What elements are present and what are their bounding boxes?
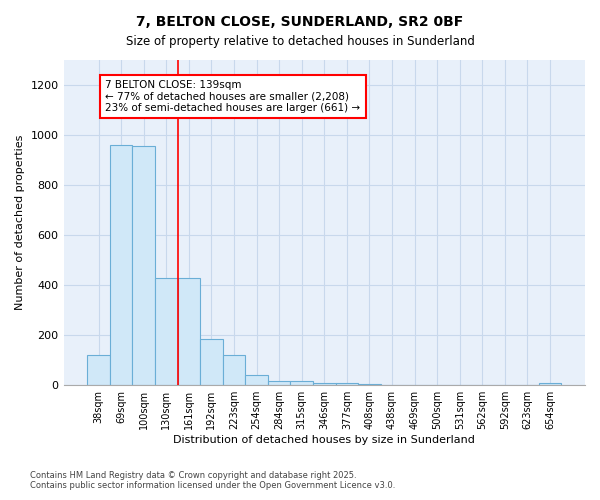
Bar	[178, 278, 200, 385]
Bar	[290, 380, 313, 385]
Bar	[245, 375, 268, 385]
Bar	[223, 355, 245, 385]
Bar	[335, 382, 358, 385]
Text: Size of property relative to detached houses in Sunderland: Size of property relative to detached ho…	[125, 35, 475, 48]
Bar	[87, 355, 110, 385]
Bar	[313, 382, 335, 385]
Bar	[200, 339, 223, 385]
Bar	[110, 145, 133, 385]
Bar	[358, 384, 381, 385]
Text: 7 BELTON CLOSE: 139sqm
← 77% of detached houses are smaller (2,208)
23% of semi-: 7 BELTON CLOSE: 139sqm ← 77% of detached…	[106, 80, 361, 113]
Bar	[155, 278, 178, 385]
Bar	[133, 146, 155, 385]
Text: Contains HM Land Registry data © Crown copyright and database right 2025.
Contai: Contains HM Land Registry data © Crown c…	[30, 470, 395, 490]
Bar	[268, 380, 290, 385]
X-axis label: Distribution of detached houses by size in Sunderland: Distribution of detached houses by size …	[173, 435, 475, 445]
Text: 7, BELTON CLOSE, SUNDERLAND, SR2 0BF: 7, BELTON CLOSE, SUNDERLAND, SR2 0BF	[136, 15, 464, 29]
Y-axis label: Number of detached properties: Number of detached properties	[15, 135, 25, 310]
Bar	[539, 383, 561, 385]
